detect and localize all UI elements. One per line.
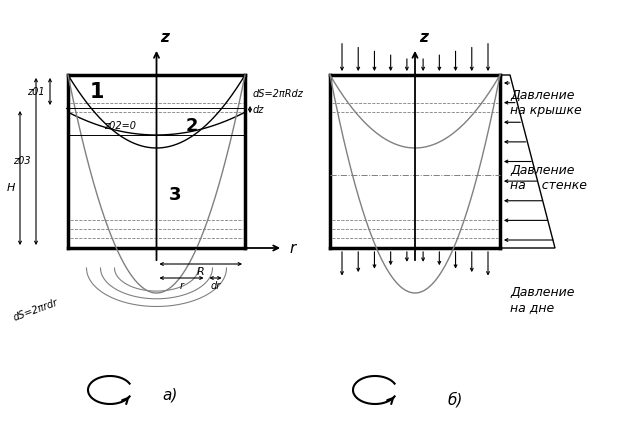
Text: r: r [180,281,183,291]
Text: r: r [289,241,295,255]
Text: R: R [197,267,205,277]
Text: dS=2πrdr: dS=2πrdr [12,297,60,323]
Text: Давление
на    стенке: Давление на стенке [510,164,587,192]
Text: Давление
на дне: Давление на дне [510,286,575,314]
Text: 1: 1 [90,82,104,102]
Text: z01: z01 [27,87,45,96]
Text: z: z [419,30,428,45]
Text: dr: dr [210,281,221,291]
Text: z02=0: z02=0 [104,121,136,131]
Text: H: H [7,183,15,193]
Text: z03: z03 [14,156,31,167]
Text: dz: dz [253,105,264,114]
Text: dS=2πRdz: dS=2πRdz [253,89,304,99]
Text: 3: 3 [169,186,181,204]
Text: Давление
на крышке: Давление на крышке [510,89,582,117]
Text: 2: 2 [186,117,198,135]
Text: z: z [160,30,169,45]
Text: б): б) [447,392,463,408]
Text: а): а) [162,388,178,402]
